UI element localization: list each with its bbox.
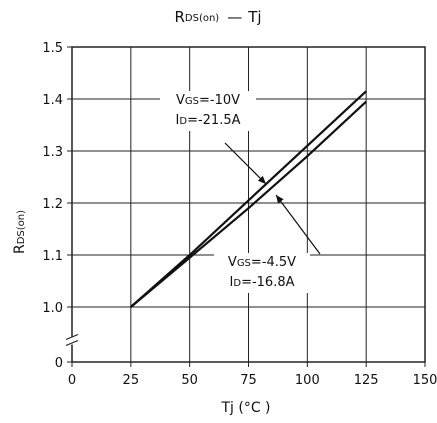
annotation-arrowhead bbox=[257, 175, 266, 184]
x-tick-label: 150 bbox=[413, 373, 437, 388]
x-tick-label: 125 bbox=[354, 373, 379, 388]
y-tick-label: 1.4 bbox=[42, 93, 63, 108]
series-lines bbox=[130, 90, 367, 308]
annotation-line1: VGS=-4.5V bbox=[228, 255, 296, 270]
annotation-bg bbox=[214, 253, 310, 293]
annotation-arrowhead bbox=[276, 195, 284, 204]
axis-break-mark bbox=[65, 333, 79, 341]
series-line-1 bbox=[130, 90, 367, 308]
series-line-2 bbox=[130, 100, 367, 308]
x-tick-label: 50 bbox=[181, 373, 198, 388]
x-tick-label: 75 bbox=[240, 373, 257, 388]
plot-frame bbox=[65, 46, 426, 367]
y-tick-label: 1.2 bbox=[42, 197, 63, 212]
axis-break-gap bbox=[67, 336, 77, 345]
annotations: VGS=-10V ID=-21.5A VGS=-4.5V ID=-16.8A bbox=[160, 91, 321, 293]
y-tick-label: 1.1 bbox=[42, 249, 63, 264]
x-tick-label: 0 bbox=[68, 373, 76, 388]
y-tick-label: 0 bbox=[55, 356, 63, 371]
tick-labels: 0 25 50 75 100 125 150 0 1.0 1.1 1.2 1.3 1.4 1.5 bbox=[42, 41, 437, 388]
annotation-line2: ID=-21.5A bbox=[176, 113, 241, 128]
x-axis-label: Tj (°C ) bbox=[220, 400, 270, 416]
x-tick-label: 25 bbox=[123, 373, 140, 388]
annotation-arrow bbox=[275, 194, 321, 255]
annotation-line2: ID=-16.8A bbox=[230, 275, 295, 290]
annotation-arrow bbox=[224, 142, 267, 185]
annotation-line1: VGS=-10V bbox=[176, 93, 240, 108]
annotation-bg bbox=[160, 91, 256, 131]
y-tick-label: 1.3 bbox=[42, 145, 63, 160]
y-tick-label: 1.0 bbox=[42, 301, 63, 316]
x-tick-label: 100 bbox=[295, 373, 320, 388]
axis-break-mark bbox=[65, 339, 79, 347]
y-tick-label: 1.5 bbox=[42, 41, 63, 56]
chart-title: RDS(on) — Tj bbox=[174, 8, 261, 26]
y-axis-label: RDS(on) bbox=[12, 210, 28, 254]
